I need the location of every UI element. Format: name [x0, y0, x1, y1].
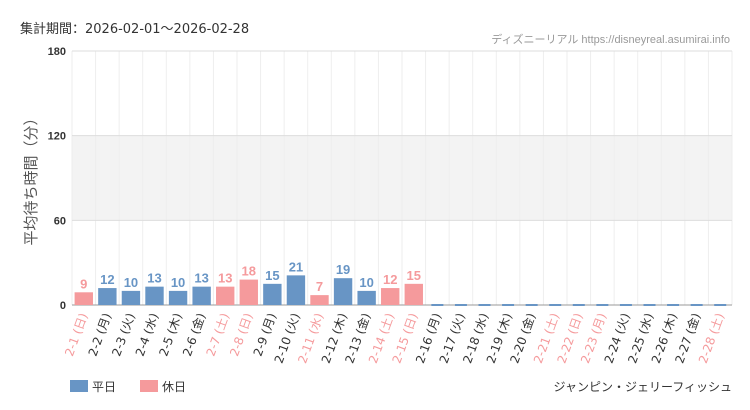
- bar-value-label: 19: [336, 262, 350, 277]
- bar: [263, 283, 282, 305]
- bar-value-label: 15: [407, 268, 421, 283]
- credit-label: ディズニーリアル https://disneyreal.asumirai.inf…: [491, 32, 730, 46]
- bar-value-label: 10: [171, 275, 185, 290]
- bar: [357, 290, 376, 305]
- y-tick-label: 60: [54, 215, 66, 227]
- bar: [310, 295, 329, 305]
- bar-value-label: 18: [242, 264, 256, 279]
- period-label: 集計期間：2026-02-01〜2026-02-28: [20, 22, 250, 37]
- bar: [286, 275, 306, 305]
- y-tick-label: 0: [60, 300, 66, 312]
- legend-weekday-label: 平日: [92, 380, 117, 394]
- bar: [404, 283, 423, 305]
- bar-value-label: 12: [383, 272, 397, 287]
- bar: [121, 290, 141, 305]
- y-tick-label: 120: [48, 131, 66, 143]
- bar-value-label: 7: [316, 279, 323, 294]
- bar: [145, 286, 164, 305]
- bar: [381, 288, 400, 305]
- bar: [98, 288, 117, 305]
- bar-value-label: 10: [124, 275, 138, 290]
- bar-value-label: 10: [359, 275, 373, 290]
- legend-weekday-swatch: [70, 380, 88, 392]
- bar: [239, 279, 258, 305]
- legend-holiday-label: 休日: [162, 380, 187, 394]
- legend-holiday-swatch: [140, 380, 158, 392]
- bar: [192, 286, 211, 305]
- legend-holiday: 休日: [140, 378, 186, 395]
- bar-value-label: 21: [289, 259, 303, 274]
- bar: [168, 290, 188, 305]
- legend-weekday: 平日: [70, 378, 116, 395]
- bar-value-label: 13: [218, 271, 232, 286]
- bar-value-label: 12: [100, 272, 114, 287]
- y-tick-label: 180: [48, 46, 66, 58]
- bar-value-label: 13: [194, 271, 208, 286]
- y-axis-title: 平均待ち時間（分）: [22, 110, 40, 245]
- bar-value-label: 9: [80, 276, 87, 291]
- attraction-name: ジャンピン・ジェリーフィッシュ: [553, 380, 732, 394]
- bar: [333, 278, 353, 305]
- bar-value-label: 13: [147, 271, 161, 286]
- bar-value-label: 15: [265, 268, 279, 283]
- bar: [74, 292, 93, 305]
- bar: [216, 286, 235, 305]
